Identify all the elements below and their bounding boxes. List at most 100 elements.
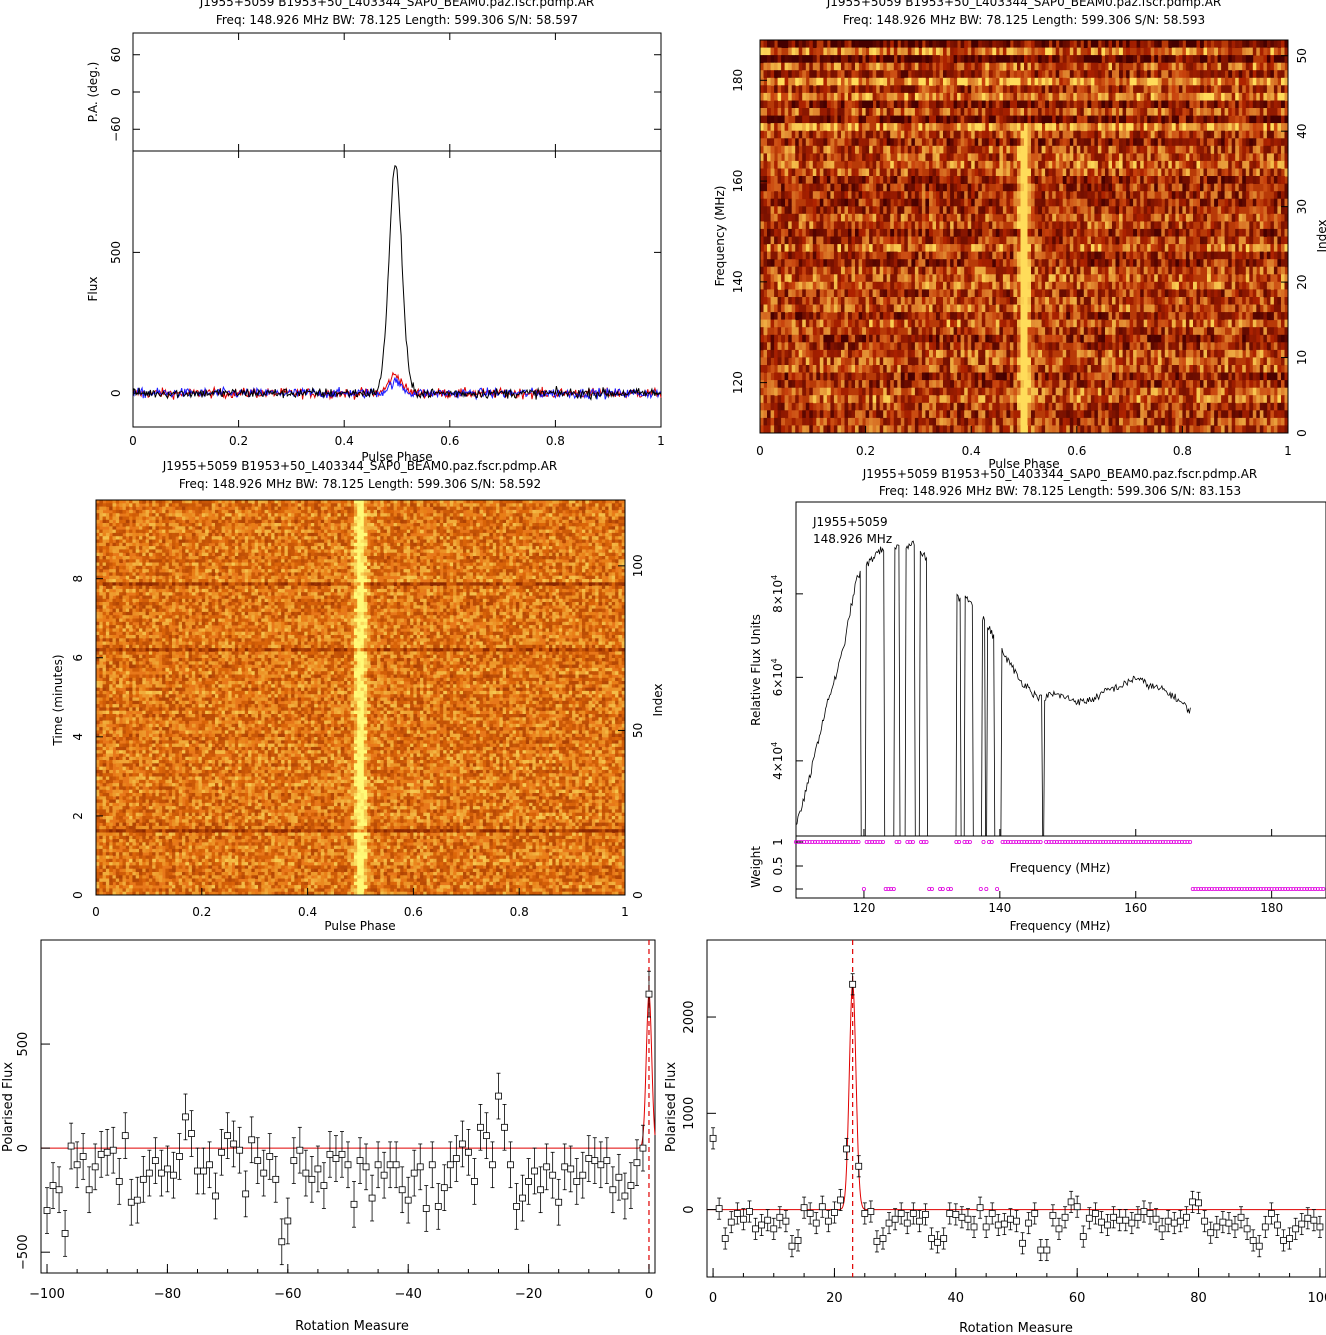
heatmap-cell [925,281,930,290]
heatmap-cell [1045,115,1049,124]
heatmap-cell [848,297,852,305]
heatmap-cell [819,319,824,328]
heatmap-cell [1178,297,1183,305]
heatmap-cell [872,77,877,86]
heatmap-cell [1045,327,1049,336]
heatmap-cell [1245,138,1250,147]
heatmap-cell [760,55,764,64]
heatmap-cell [865,123,870,132]
heatmap-cell [1238,251,1243,260]
heatmap-cell [781,168,785,177]
heatmap-cell [953,123,958,132]
heatmap-cell [1207,266,1211,275]
heatmap-cell [1080,198,1085,207]
heatmap-cell [1059,327,1064,336]
heatmap-cell [1193,259,1197,268]
heatmap-cell [1105,145,1109,154]
heatmap-cell [960,251,965,260]
heatmap-cell [1168,236,1173,245]
heatmap-cell [819,55,824,64]
heatmap-cell [1270,228,1275,237]
heatmap-cell [1031,198,1035,207]
heatmap-cell [985,244,990,253]
heatmap-cell [805,108,810,116]
heatmap-cell [1048,213,1053,222]
heatmap-cell [1059,191,1064,200]
phase-frequency-panel: J1955+5059 B1953+50_L403344_SAP0_BEAM0.p… [713,0,1326,471]
heatmap-cell [1013,77,1018,86]
heatmap-cell [1122,191,1127,200]
heatmap-cell [1013,153,1018,162]
heatmap-cell [1154,40,1159,48]
heatmap-cell [1147,206,1152,215]
heatmap-cell [791,236,796,245]
heatmap-cell [936,55,940,64]
heatmap-cell [1017,297,1021,305]
heatmap-cell [1059,123,1064,132]
heatmap-cell [904,213,909,222]
heatmap-cell [805,312,810,321]
heatmap-cell [1083,213,1088,222]
heatmap-cell [960,213,965,222]
heatmap-cell [1069,228,1074,237]
heatmap-cell [1178,160,1183,169]
heatmap-cell [1189,266,1194,275]
heatmap-cell [869,100,873,109]
heatmap-cell [812,213,817,222]
heatmap-cell [1277,138,1282,147]
heatmap-cell [886,191,891,200]
heatmap-cell [791,62,796,71]
heatmap-cell [918,115,923,124]
heatmap-cell [1171,70,1176,79]
heatmap-cell [925,115,930,124]
heatmap-cell [841,108,845,116]
heatmap-cell [1094,168,1099,177]
heatmap-cell [826,123,831,132]
heatmap-cell [791,259,796,268]
heatmap-cell [1281,40,1285,48]
heatmap-cell [1006,236,1011,245]
heatmap-cell [1157,168,1162,177]
heatmap-cell [1101,198,1106,207]
heatmap-cell [1154,198,1159,207]
heatmap-cell [858,168,863,177]
heatmap-cell [855,312,859,321]
heatmap-cell [925,236,930,245]
heatmap-cell [760,77,764,86]
heatmap-cell [1119,70,1123,79]
heatmap-cell [777,160,782,169]
heatmap-cell [999,274,1004,283]
heatmap-cell [1270,55,1275,64]
heatmap-cell [974,123,979,132]
heatmap-cell [805,47,810,56]
heatmap-cell [841,153,845,162]
heatmap-cell [1207,213,1211,222]
heatmap-cell [816,191,821,200]
heatmap-cell [1038,221,1042,230]
heatmap-cell [805,92,810,101]
heatmap-cell [1083,176,1088,184]
heatmap-cell [936,130,940,139]
heatmap-cell [890,85,895,94]
heatmap-cell [1066,304,1071,313]
heatmap-cell [904,191,909,200]
heatmap-cell [1164,281,1169,290]
heatmap-cell [855,327,859,336]
heatmap-cell [791,274,796,283]
heatmap-cell [788,77,793,86]
heatmap-cell [1024,123,1028,132]
heatmap-cell [1115,123,1120,132]
heatmap-cell [1231,108,1236,116]
heatmap-cell [907,123,912,132]
heatmap-cell [1161,55,1166,64]
heatmap-cell [1238,244,1243,253]
heatmap-cell [964,70,969,79]
heatmap-cell [1185,130,1190,139]
heatmap-cell [851,62,856,71]
heatmap-cell [1221,92,1225,101]
heatmap-cell [946,259,951,268]
heatmap-cell [950,191,954,200]
heatmap-cell [809,312,814,321]
heatmap-cell [911,130,916,139]
heatmap-cell [784,168,789,177]
